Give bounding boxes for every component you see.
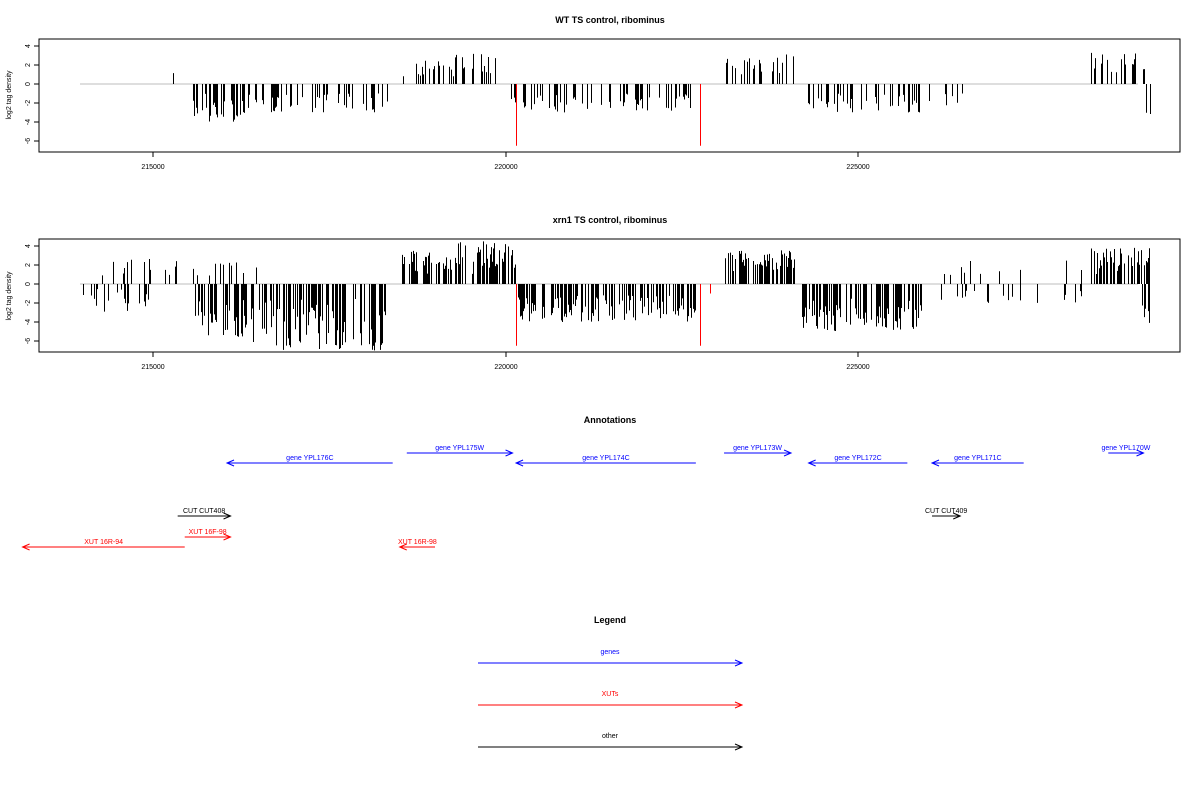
panel-xrn1-title: xrn1 TS control, ribominus [553,215,668,225]
arrow-head [514,459,524,467]
arrow-head [223,533,232,541]
y-tick-label: 4 [25,44,32,48]
feature-other: CUT CUT409 [925,508,967,520]
legend-items: genes XUTs other [478,649,744,751]
feature-label: gene YPL170W [1101,445,1150,452]
arrow-head [807,459,816,467]
panel-xrn1-ticks [34,245,859,357]
panel-wt-ticks [34,45,859,157]
feature-label: XUT 16R-98 [398,539,437,546]
y-tick-label: -2 [25,100,32,106]
legend-item: XUTs [478,691,744,709]
legend-label: XUTs [602,691,619,698]
feature-label: gene YPL175W [435,445,484,452]
panel-wt-marks [80,52,1151,146]
feature-label: XUT 16R-94 [84,539,123,546]
feature-label: gene YPL173W [733,445,782,452]
panel-xrn1-frame [38,238,1181,353]
feature-label: CUT CUT409 [925,508,967,515]
x-tick-label: 215000 [141,164,164,171]
feature-gene: gene YPL175W [406,445,514,457]
arrow-head [783,449,793,457]
y-tick-label: 4 [25,244,32,248]
y-tick-label: -2 [25,300,32,306]
arrow-head [505,449,514,457]
feature-xut: XUT 16F-98 [184,529,232,541]
arrow-head [1136,449,1145,457]
panel-wt-title: WT TS control, ribominus [555,15,665,25]
panel-wt: WT TS control, ribominus 4 2 0 -2 -4 -6 … [6,15,1181,171]
y-tick-label: -6 [25,338,32,344]
annotations-title: Annotations [584,415,637,425]
feature-gene: gene YPL173W [724,445,793,457]
feature-gene: gene YPL170W [1101,445,1151,457]
arrow-head [398,543,407,551]
panel-wt-frame [38,38,1181,153]
feature-gene: gene YPL172C [807,455,908,467]
panel-xrn1: xrn1 TS control, ribominus 4 2 0 -2 -4 -… [6,215,1181,371]
arrow-head [734,701,744,709]
x-tick-label: 225000 [846,164,869,171]
annotation-features: gene YPL176C gene YPL175W gene YPL174C gene… [21,445,1151,551]
x-tick-label: 220000 [494,164,517,171]
x-tick-label: 225000 [846,364,869,371]
arrow-head [953,512,962,520]
panel-xrn1-marks [80,241,1150,351]
feature-label: gene YPL176C [286,455,333,462]
arrow-head [21,543,30,551]
x-tick-label: 215000 [141,364,164,371]
feature-label: XUT 16F-98 [189,529,227,536]
feature-gene: gene YPL174C [514,455,696,467]
y-axis-label: log2 tag density [6,70,13,120]
x-tick-label: 220000 [494,364,517,371]
arrow-head [734,743,744,751]
legend-label: genes [600,649,620,656]
y-tick-label: 0 [25,282,32,286]
y-tick-label: 2 [25,63,32,67]
y-tick-label: -6 [25,138,32,144]
legend-item: other [478,733,744,751]
legend-item: genes [478,649,744,667]
feature-label: CUT CUT408 [183,508,225,515]
arrow-head [930,459,940,467]
y-axis-label: log2 tag density [6,271,13,321]
arrow-head [223,512,232,520]
y-tick-label: 0 [25,82,32,86]
feature-gene: gene YPL176C [225,455,393,467]
feature-other: CUT CUT408 [177,508,232,520]
feature-xut: XUT 16R-94 [21,539,185,551]
feature-label: gene YPL171C [954,455,1001,462]
arrow-head [225,459,235,467]
feature-label: gene YPL172C [834,455,881,462]
feature-label: gene YPL174C [582,455,629,462]
legend-panel: Legend genes XUTs other [478,615,744,751]
legend-title: Legend [594,615,626,625]
feature-gene: gene YPL171C [930,455,1024,467]
y-tick-label: -4 [25,319,32,325]
legend-label: other [602,733,619,740]
feature-xut: XUT 16R-98 [398,539,437,551]
arrow-head [734,659,744,667]
y-tick-label: 2 [25,263,32,267]
y-tick-label: -4 [25,119,32,125]
